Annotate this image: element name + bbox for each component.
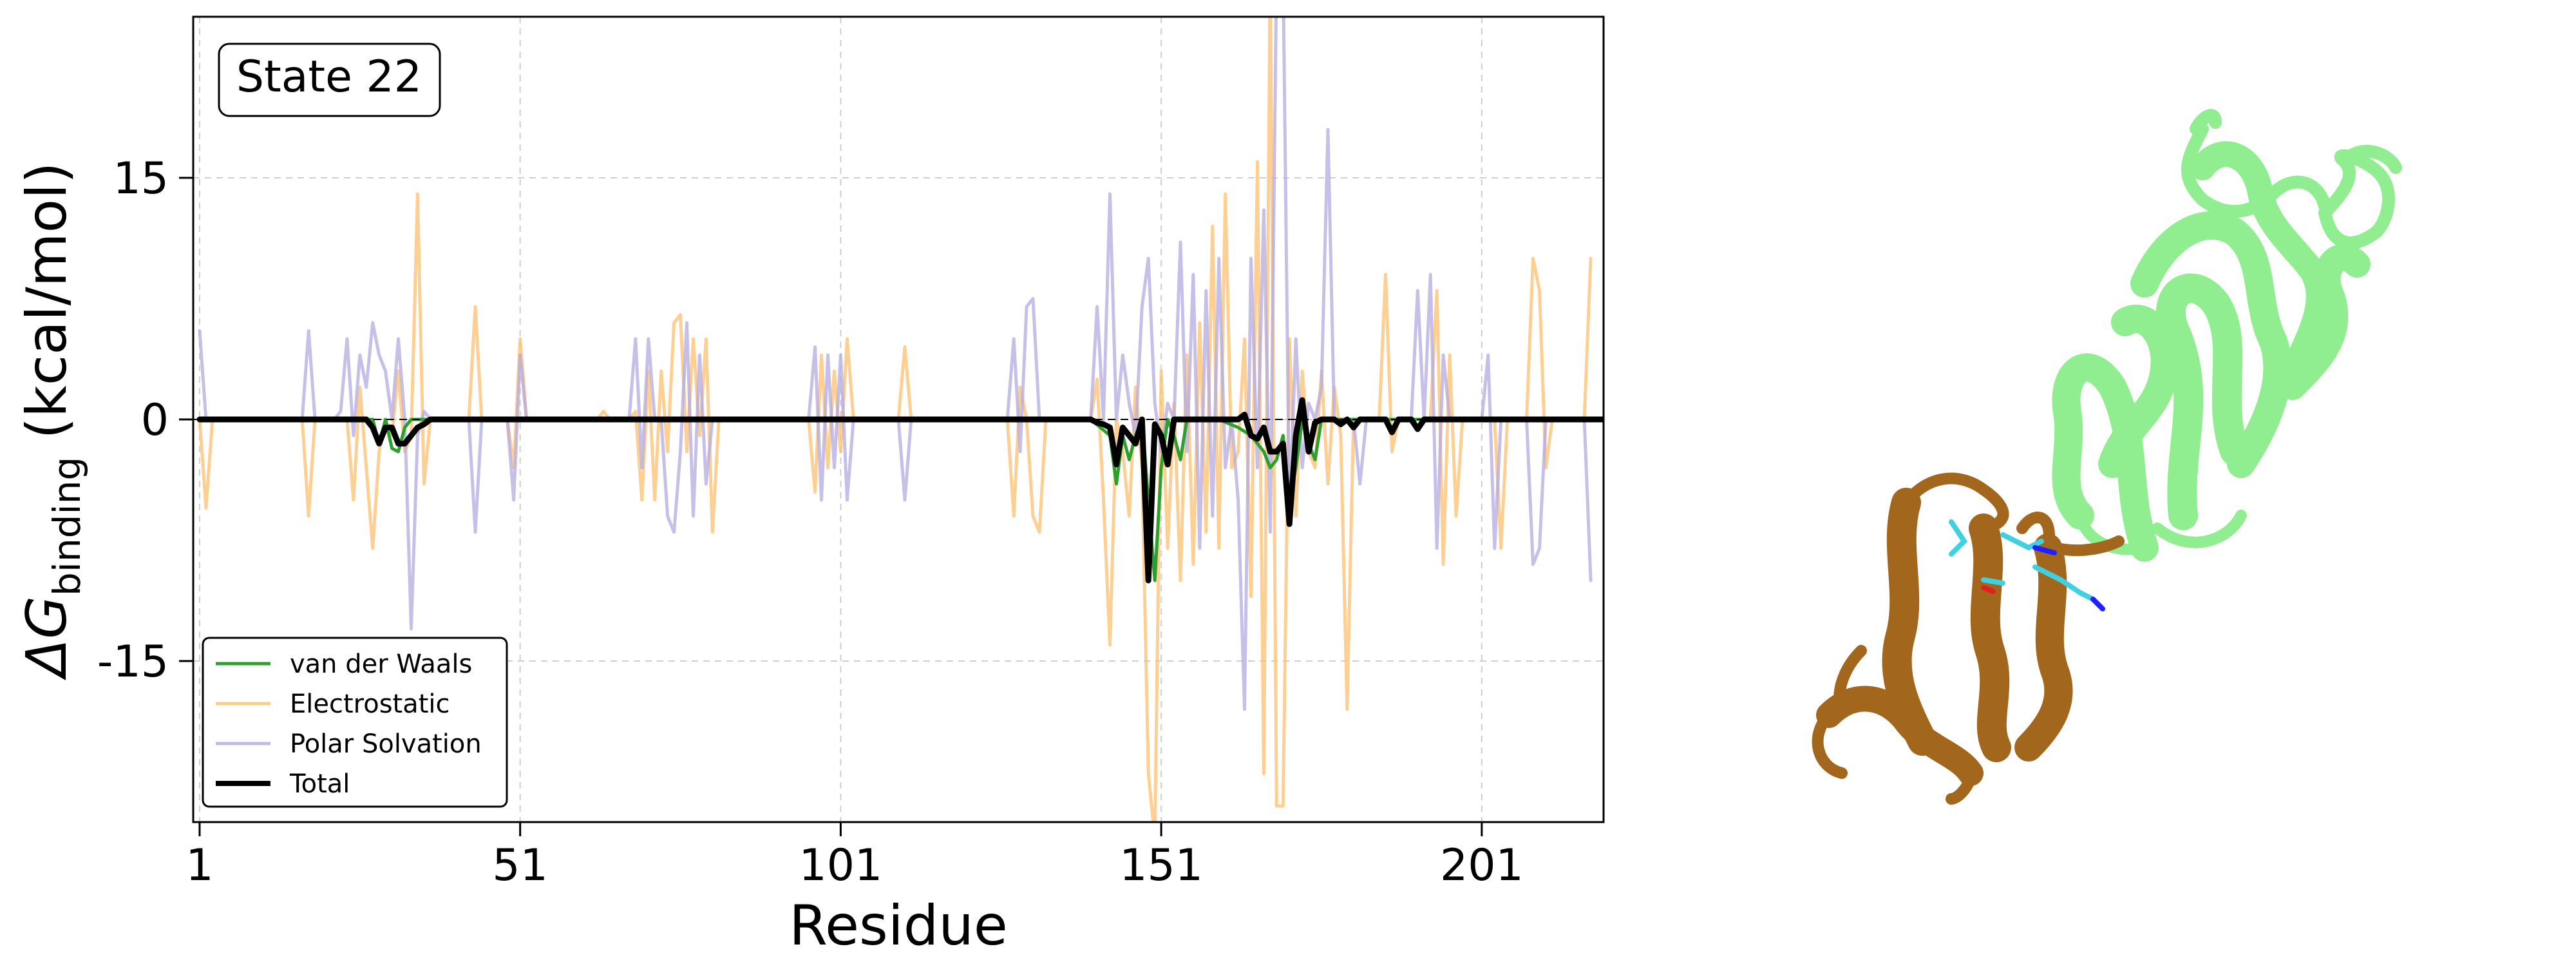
- state-annotation-text: State 22: [236, 52, 422, 102]
- brown-loop-top: [1900, 472, 2125, 557]
- green-helix-1: [2052, 353, 2159, 562]
- x-tick-label-1: 51: [492, 840, 548, 891]
- residue-sticks-blue: [2032, 545, 2105, 611]
- residue-sticks-red: [1981, 585, 1996, 594]
- x-tick-label-2: 101: [799, 840, 883, 891]
- green-helix-5: [2279, 244, 2371, 400]
- brown-helix-2: [1969, 513, 2011, 762]
- y-axis-label-main: ΔG: [15, 596, 79, 680]
- y-axis-label-units: (kcal/mol): [15, 162, 79, 456]
- legend-label-total: Total: [289, 769, 350, 799]
- green-protein-chain: [2052, 109, 2402, 562]
- interface-residues: [1949, 519, 2105, 611]
- green-loop-top: [2181, 109, 2331, 218]
- brown-helix-3: [2014, 533, 2073, 762]
- green-helix-3: [2130, 211, 2292, 478]
- y-tick-label-2: 15: [113, 153, 169, 204]
- brown-loop-bottom: [1812, 645, 1976, 805]
- y-tick-label-0: -15: [97, 637, 169, 687]
- x-axis-label: Residue: [789, 894, 1008, 958]
- state-annotation-box: [218, 43, 441, 117]
- y-axis-label: ΔGbinding (kcal/mol): [15, 162, 89, 680]
- legend-label-electrostatic: Electrostatic: [290, 689, 450, 719]
- legend: van der Waals Electrostatic Polar Solvatio…: [202, 637, 508, 808]
- green-loop-right: [2318, 144, 2402, 249]
- x-tick-label-3: 151: [1119, 840, 1203, 891]
- legend-label-polar-solvation: Polar Solvation: [290, 729, 482, 759]
- green-helix-6: [2098, 304, 2179, 478]
- series-line-total: [196, 397, 1604, 584]
- green-helix-4: [2190, 141, 2332, 387]
- legend-box: [202, 637, 508, 808]
- legend-label-van-der-waals: van der Waals: [290, 649, 472, 679]
- legend-items: van der Waals Electrostatic Polar Solvatio…: [216, 649, 482, 799]
- residue-sticks-cyan: [1949, 519, 2096, 602]
- green-helix-2: [2155, 273, 2249, 530]
- x-tick-label-4: 201: [1440, 840, 1524, 891]
- brown-protein-chain: [1812, 472, 2125, 805]
- brown-helix-4: [1816, 686, 1984, 786]
- y-tick-label-1: 0: [141, 395, 169, 446]
- protein-structure-image: [1812, 109, 2402, 805]
- x-tick-label-0: 1: [185, 840, 213, 891]
- state-annotation: State 22: [218, 43, 441, 117]
- y-axis-label-subscript: binding: [45, 457, 89, 596]
